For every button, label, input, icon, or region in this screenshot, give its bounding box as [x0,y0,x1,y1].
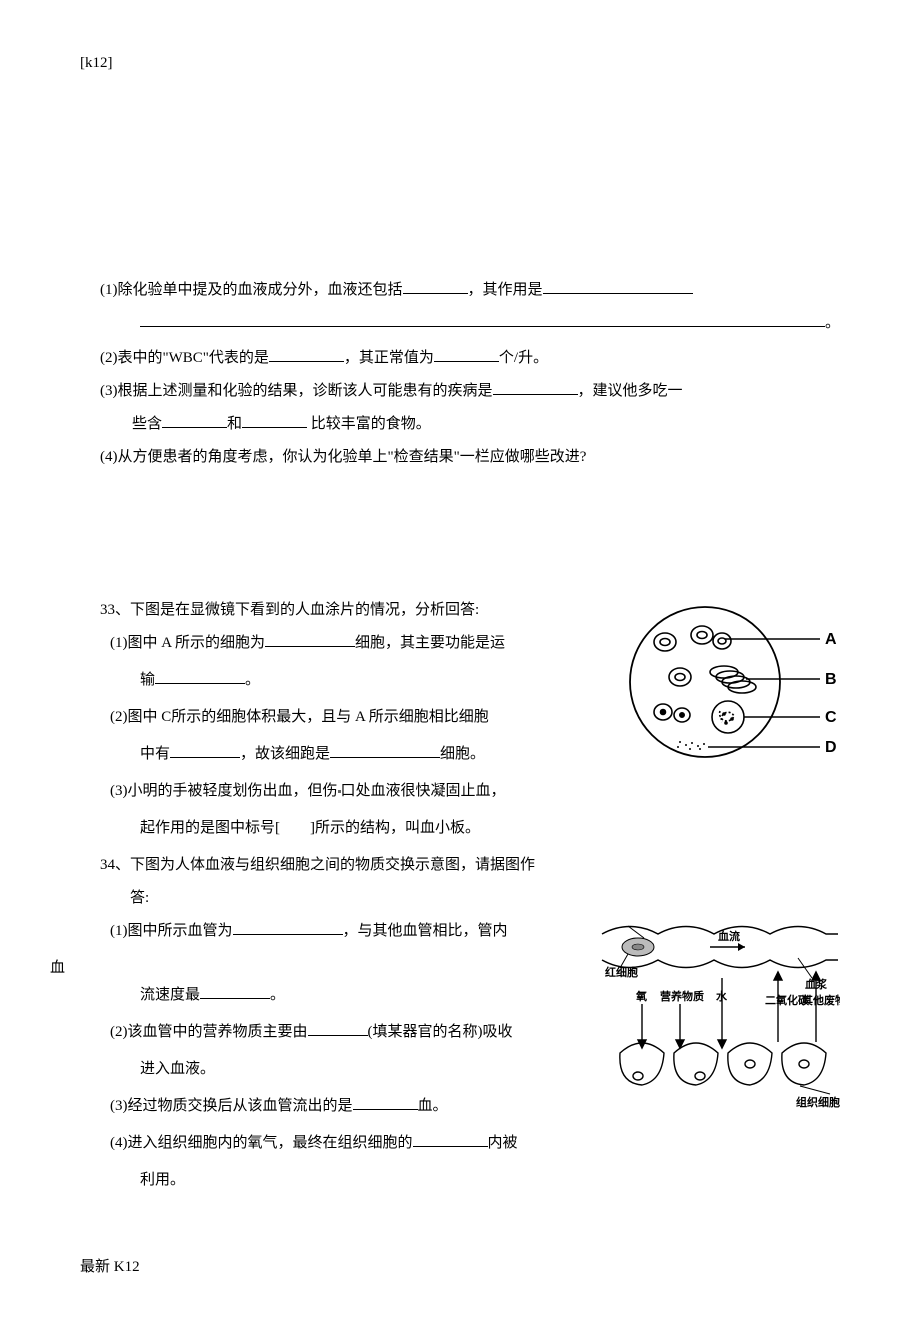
label-zzxb: 组织细胞 [796,1095,840,1109]
blank [353,1094,418,1111]
blank [543,278,693,295]
q33-title: 33、下图是在显微镜下看到的人血涂片的情况，分析回答: [100,597,608,624]
blank [330,742,440,759]
blank [140,311,825,328]
page-header: [k12] [80,50,840,77]
label-C: C [825,709,837,726]
label-qtfw: 其他废物 [802,993,840,1007]
blank [233,919,343,936]
q33-sub2: (2)图中 C所示的细胞体积最大，且与 A 所示细胞相比细胞 [110,704,608,731]
q32-item4: (4)从方便患者的角度考虑，你认为化验单上"检查结果"一栏应做哪些改进? [100,444,840,471]
q34-title-a: 34、下图为人体血液与组织细胞之间的物质交换示意图，请据图作 [100,852,840,879]
q33-sub2b: 中有，故该细跑是细胞。 [140,741,608,768]
q33-diagram: A B C D [620,597,840,852]
blank [155,668,245,685]
q34-sub4b: 利用。 [140,1167,588,1194]
blank [403,278,468,295]
label-yywz: 营养物质 [660,989,704,1003]
q34-diagram: 红细胞 血流 血浆 氧 营养物质 水 二氧化碳 其他废物 [600,918,840,1204]
label-yang: 氧 [635,989,647,1003]
label-B: B [825,671,837,688]
blank [265,631,355,648]
blank [242,412,307,429]
blank [493,379,578,396]
q33: 33、下图是在显微镜下看到的人血涂片的情况，分析回答: (1)图中 A 所示的细… [80,597,840,852]
q34: 34、下图为人体血液与组织细胞之间的物质交换示意图，请据图作 答: (1)图中所… [80,852,840,1204]
q32-item2: (2)表中的"WBC"代表的是，其正常值为个/升。 [100,345,840,372]
q34-sub2b: 进入血液。 [140,1056,588,1083]
label-D: D [825,739,837,756]
q34-sub1c: 流速度最。 [140,982,588,1009]
q34-xue: 血 [50,955,588,982]
label-A: A [825,631,837,648]
q32-item3: (3)根据上述测量和化验的结果，诊断该人可能患有的疾病是，建议他多吃一 [100,378,840,405]
blank [170,742,240,759]
blank [269,346,344,363]
q33-sub3b: 起作用的是图中标号[ ]所示的结构，叫血小板。 [140,815,608,842]
q34-sub4: (4)进入组织细胞内的氧气，最终在组织细胞的内被 [110,1130,588,1157]
q33-sub3: (3)小明的手被轻度划伤出血，但伤口处血液很快凝固止血， [110,778,608,805]
q32-item1: (1)除化验单中提及的血液成分外，血液还包括，其作用是 [100,277,840,304]
label-xl: 血流 [718,929,740,943]
q34-title-b: 答: [130,885,840,912]
page-footer: 最新 K12 [80,1254,840,1281]
q32-item3-line2: 些含和 比较丰富的食物。 [132,411,840,438]
blank [434,346,499,363]
blank [308,1020,368,1037]
q32-item1-contline: 。 [140,310,840,337]
q34-sub2: (2)该血管中的营养物质主要由(填某器官的名称)吸收 [110,1019,588,1046]
q33-sub1b: 输。 [140,667,608,694]
blank [413,1131,488,1148]
label-hxb: 红细胞 [605,965,638,979]
blank [200,983,270,1000]
blank [162,412,227,429]
q34-sub1: (1)图中所示血管为，与其他血管相比，管内 [110,918,588,945]
q33-sub1: (1)图中 A 所示的细胞为细胞，其主要功能是运 [110,630,608,657]
q34-sub3: (3)经过物质交换后从该血管流出的是血。 [110,1093,588,1120]
